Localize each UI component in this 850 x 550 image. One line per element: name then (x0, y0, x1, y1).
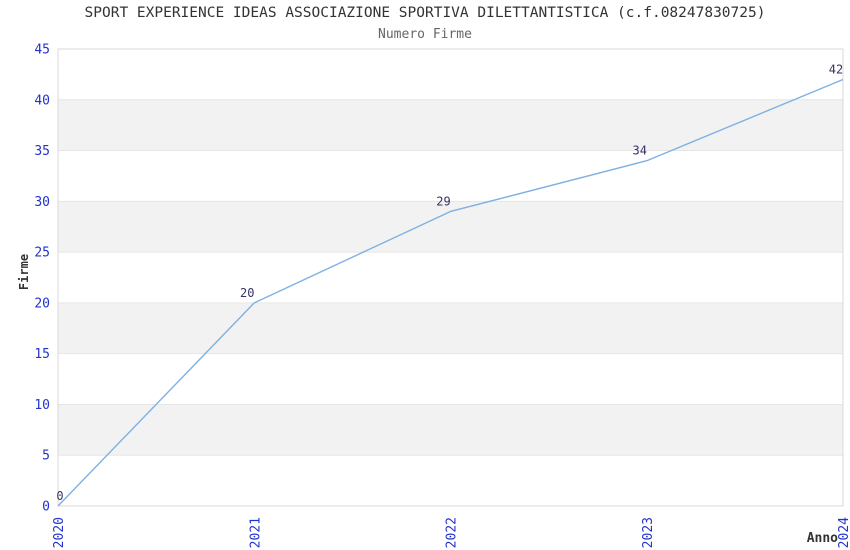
x-tick-label: 2021 (248, 517, 263, 548)
x-tick-label: 2022 (445, 517, 460, 548)
data-point-label: 0 (56, 489, 63, 503)
series-line (57, 78, 844, 507)
y-tick-label: 10 (34, 398, 50, 413)
plot-border (57, 48, 844, 507)
data-point-label: 42 (829, 62, 843, 76)
y-tick-label: 25 (34, 246, 50, 261)
grid-band (58, 404, 843, 456)
grid-band (58, 99, 843, 151)
x-tick-label: 2023 (641, 517, 656, 548)
y-tick-label: 15 (34, 347, 50, 362)
x-tick-label: 2024 (837, 517, 850, 548)
x-axis-label: Anno (806, 531, 838, 546)
data-point-label: 34 (633, 144, 647, 158)
data-point-label: 20 (240, 286, 254, 300)
grid-band (58, 302, 843, 354)
y-tick-label: 30 (34, 195, 50, 210)
y-tick-label: 45 (34, 43, 50, 58)
y-tick-label: 0 (42, 500, 50, 515)
chart-title: SPORT EXPERIENCE IDEAS ASSOCIAZIONE SPOR… (84, 5, 766, 21)
chart-subtitle: Numero Firme (378, 27, 472, 42)
y-tick-label: 35 (34, 144, 50, 159)
grid-band (58, 201, 843, 253)
y-tick-label: 40 (34, 93, 50, 108)
y-tick-label: 5 (42, 449, 50, 464)
y-tick-label: 20 (34, 296, 50, 311)
x-tick-label: 2020 (52, 517, 67, 548)
data-point-label: 29 (436, 194, 450, 208)
